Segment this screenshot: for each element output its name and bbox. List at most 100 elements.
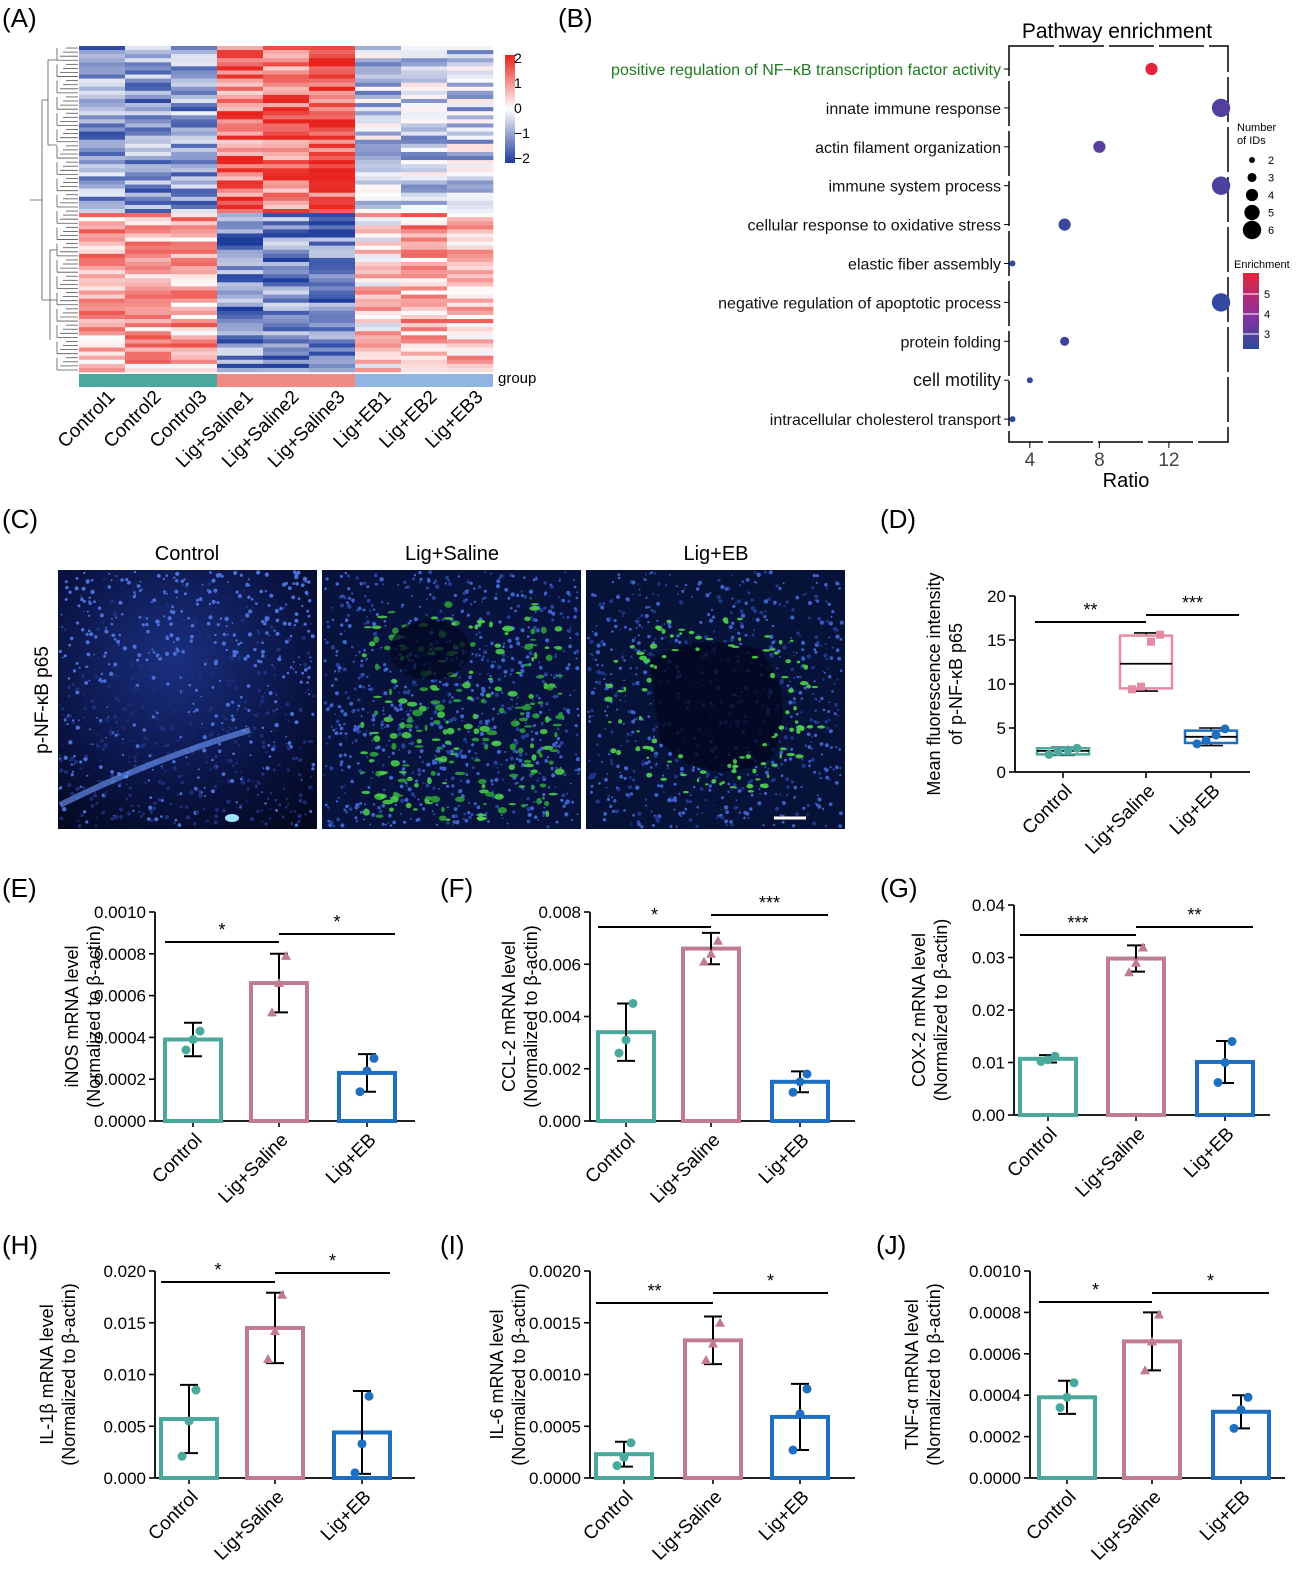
heatmap-cell xyxy=(171,135,218,141)
nucleus xyxy=(788,757,793,761)
nucleus xyxy=(274,608,280,614)
nucleus xyxy=(566,590,571,595)
nucleus xyxy=(257,794,259,796)
nucleus xyxy=(478,654,481,657)
nucleus xyxy=(97,779,100,783)
heatmap-cell xyxy=(217,143,264,149)
heatmap-cell xyxy=(171,115,218,120)
nucleus xyxy=(734,602,737,605)
nucleus xyxy=(347,624,352,628)
nucleus xyxy=(179,736,182,739)
nucleus xyxy=(516,604,521,608)
positive-stain xyxy=(773,651,780,655)
significance-label: ** xyxy=(1083,600,1097,620)
heatmap-cell xyxy=(125,200,172,206)
heatmap-cell xyxy=(171,196,218,202)
data-point xyxy=(274,978,284,988)
nucleus xyxy=(239,573,243,577)
nucleus xyxy=(621,653,624,656)
nucleus xyxy=(559,577,561,579)
heatmap-cell xyxy=(355,331,402,336)
nucleus xyxy=(701,812,704,815)
nucleus xyxy=(102,679,107,683)
nucleus xyxy=(656,619,659,622)
nucleus xyxy=(211,578,216,583)
nucleus xyxy=(805,726,808,729)
nucleus xyxy=(458,676,461,679)
heatmap-cell xyxy=(401,253,448,259)
heatmap-cell xyxy=(309,70,356,75)
nucleus xyxy=(279,606,283,611)
heatmap-cell xyxy=(79,131,126,136)
nucleus xyxy=(59,758,63,763)
nucleus xyxy=(88,679,91,682)
nucleus xyxy=(252,726,257,731)
nucleus xyxy=(338,595,342,599)
positive-stain xyxy=(770,672,776,679)
nucleus xyxy=(385,744,388,747)
y-tick-label: 0.015 xyxy=(103,1314,146,1333)
nucleus xyxy=(510,606,513,610)
nucleus xyxy=(466,580,470,584)
heatmap-cell xyxy=(125,160,172,165)
nucleus xyxy=(382,583,385,586)
heatmap-cell xyxy=(447,180,494,185)
nucleus xyxy=(759,792,762,795)
positive-stain xyxy=(537,674,545,679)
nucleus xyxy=(442,766,447,771)
nucleus xyxy=(809,718,814,722)
heatmap-cell xyxy=(355,245,402,251)
nucleus xyxy=(230,779,235,783)
nucleus xyxy=(174,589,179,594)
nucleus xyxy=(253,664,257,668)
nucleus xyxy=(808,759,811,763)
nucleus xyxy=(452,820,456,824)
nucleus xyxy=(292,582,296,585)
nucleus xyxy=(838,587,841,590)
nucleus xyxy=(185,815,190,820)
nucleus xyxy=(812,573,816,578)
nucleus xyxy=(360,715,363,718)
nucleus xyxy=(618,609,622,613)
heatmap-cell xyxy=(263,123,310,128)
positive-stain xyxy=(382,799,394,805)
nucleus xyxy=(77,604,81,608)
heatmap-cell xyxy=(401,363,448,369)
nucleus xyxy=(107,716,110,718)
nucleus xyxy=(411,694,414,697)
heatmap-cell xyxy=(447,359,494,365)
heatmap-cell xyxy=(447,58,494,63)
nucleus xyxy=(538,661,541,664)
x-tick-label: Lig+Saline xyxy=(1072,1124,1150,1202)
heatmap-cell xyxy=(79,164,126,169)
nucleus xyxy=(454,814,458,818)
nucleus xyxy=(347,605,352,609)
nucleus xyxy=(187,616,190,620)
nucleus xyxy=(277,657,282,662)
heatmap-cell xyxy=(79,123,126,128)
nucleus xyxy=(604,777,608,782)
positive-stain xyxy=(445,818,451,821)
positive-stain xyxy=(405,802,412,809)
heatmap-cell xyxy=(355,367,402,373)
heatmap-cell xyxy=(309,188,356,194)
data-point xyxy=(699,956,709,966)
nucleus xyxy=(525,655,530,659)
heatmap-cell xyxy=(171,217,218,222)
nucleus xyxy=(836,714,839,717)
nucleus xyxy=(265,711,270,716)
heatmap-cell xyxy=(447,168,494,173)
nucleus xyxy=(770,780,773,783)
nucleus xyxy=(600,605,605,610)
size-legend-dot xyxy=(1245,188,1259,202)
nucleus xyxy=(152,700,155,703)
positive-stain xyxy=(437,711,445,718)
nucleus xyxy=(421,807,426,811)
nucleus xyxy=(383,620,387,623)
nucleus xyxy=(541,680,545,684)
nucleus xyxy=(382,709,385,712)
nucleus xyxy=(211,732,215,736)
nucleus xyxy=(132,644,137,649)
nucleus xyxy=(198,597,203,602)
